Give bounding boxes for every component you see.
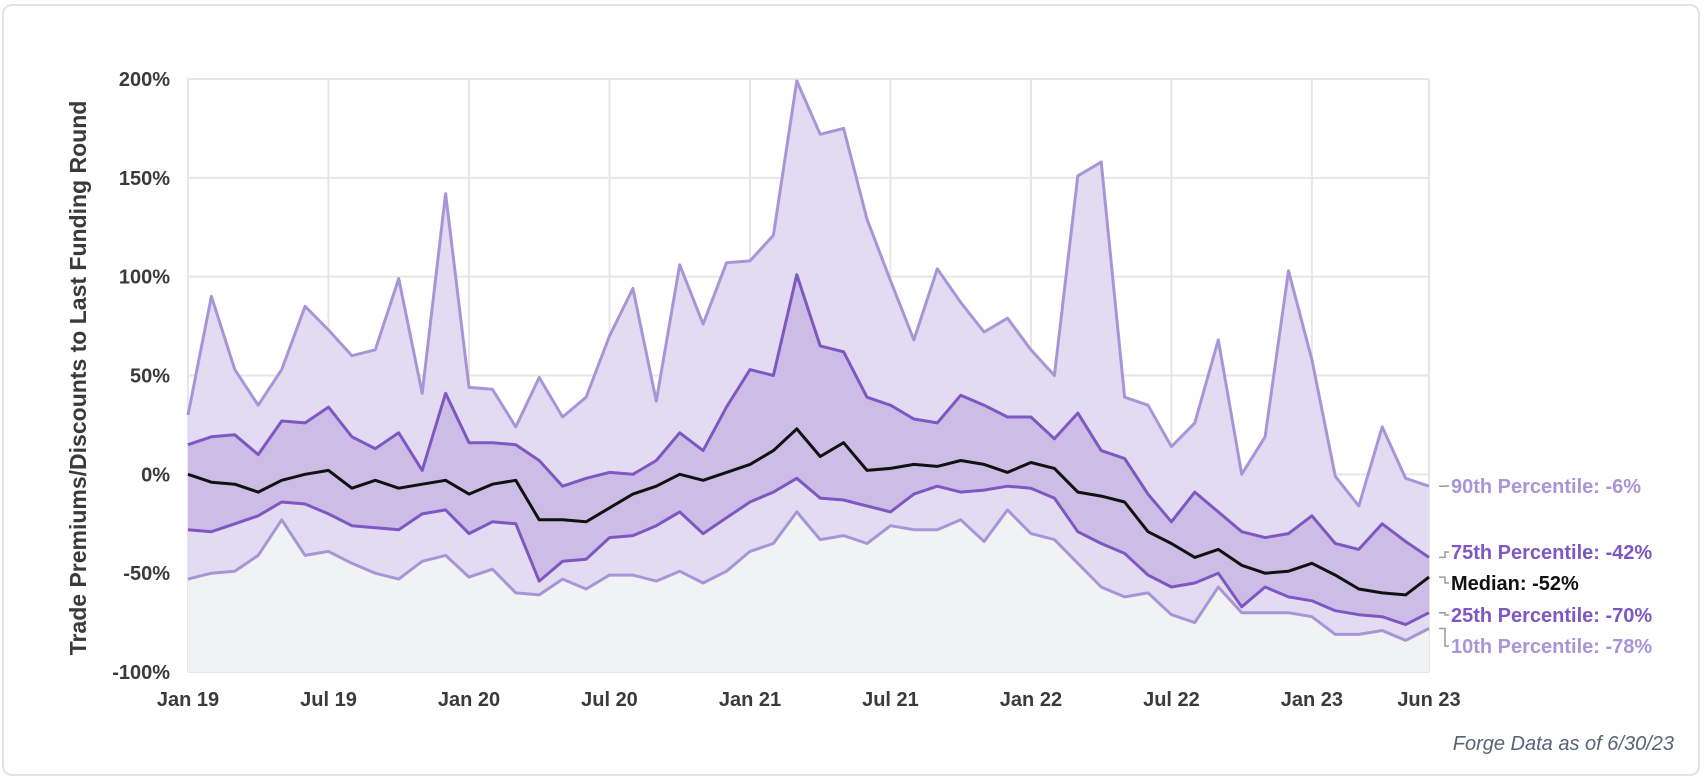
x-tick-label: Jan 23 [1281, 689, 1343, 711]
median-line [187, 427, 1430, 597]
band-10-25 [188, 478, 1429, 641]
band-75-90 [188, 81, 1429, 558]
x-tick-label: Jul 21 [862, 689, 919, 711]
p25-line [187, 476, 1430, 627]
label-connector [1439, 611, 1449, 616]
band-below-10th [188, 509, 1429, 672]
p10-end-label: 10th Percentile: -78% [1451, 636, 1652, 658]
series-lines [186, 79, 1430, 642]
y-tick-label: -50% [123, 563, 170, 585]
p90-end-label: 90th Percentile: -6% [1451, 476, 1641, 498]
p75-end-label: 75th Percentile: -42% [1451, 542, 1652, 564]
bands [188, 81, 1429, 672]
label-connector [1439, 551, 1449, 559]
x-tick-label: Jan 21 [719, 689, 781, 711]
end-labels: 90th Percentile: -6% 75th Percentile: -42… [1439, 476, 1652, 658]
x-tick-label: Jul 20 [581, 689, 638, 711]
p25-end-label: 25th Percentile: -70% [1451, 605, 1652, 627]
x-tick-label: Jul 19 [300, 689, 357, 711]
x-tick-label: Jul 22 [1143, 689, 1200, 711]
x-tick-label: Jun 23 [1397, 689, 1460, 711]
y-tick-label: -100% [112, 662, 170, 684]
median-end-label: Median: -52% [1451, 573, 1579, 595]
y-tick-label: 100% [119, 267, 170, 289]
label-connector [1439, 627, 1449, 647]
y-axis-title: Trade Premiums/Discounts to Last Funding… [65, 101, 91, 656]
p10-line [187, 508, 1430, 642]
y-tick-label: 200% [119, 69, 170, 91]
x-tick-label: Jan 19 [157, 689, 219, 711]
x-tick-label: Jan 22 [1000, 689, 1062, 711]
x-axis-ticks: Jan 19 Jul 19 Jan 20 Jul 20 Jan 21 Jul 21 Jan … [157, 689, 1461, 711]
label-connector [1439, 576, 1449, 584]
footnote: Forge Data as of 6/30/23 [1452, 733, 1674, 755]
y-tick-label: 150% [119, 168, 170, 190]
band-25-75 [188, 274, 1429, 625]
p90-line [186, 79, 1430, 508]
y-tick-label: 0% [141, 464, 170, 486]
y-axis-ticks: 200% 150% 100% 50% 0% -50% -100% [112, 69, 170, 684]
y-tick-label: 50% [130, 366, 170, 388]
x-tick-label: Jan 20 [438, 689, 500, 711]
p75-line [187, 273, 1430, 559]
